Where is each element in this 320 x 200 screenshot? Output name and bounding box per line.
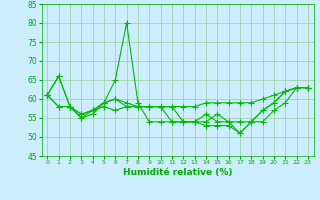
- X-axis label: Humidité relative (%): Humidité relative (%): [123, 168, 232, 177]
